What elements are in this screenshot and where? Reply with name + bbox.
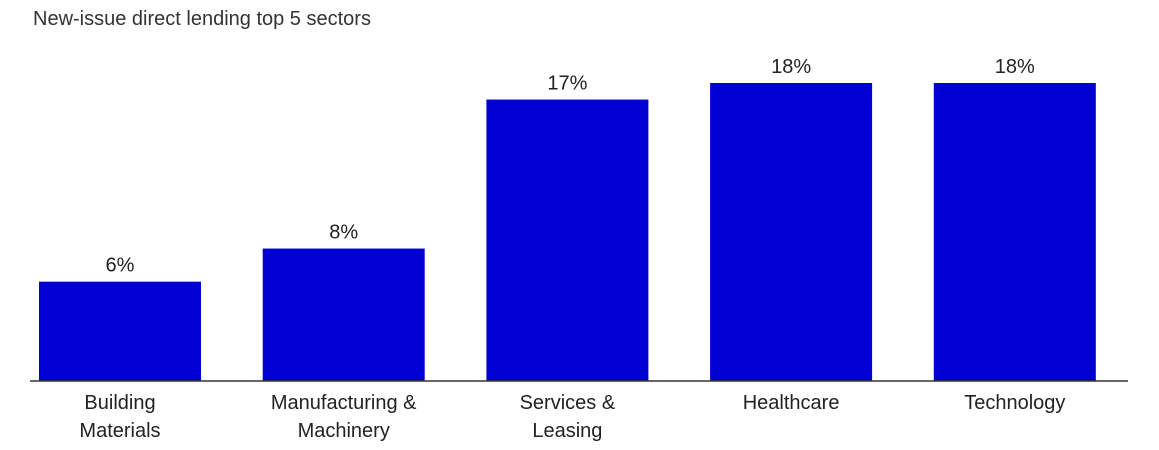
category-label: Machinery xyxy=(298,420,390,442)
category-label: Healthcare xyxy=(743,392,840,414)
category-label: Building xyxy=(84,392,155,414)
category-label: Technology xyxy=(964,392,1065,414)
data-label: 8% xyxy=(329,222,358,244)
bar xyxy=(39,281,201,381)
data-label: 18% xyxy=(995,56,1035,78)
data-label: 18% xyxy=(771,56,811,78)
category-label: Services & xyxy=(520,392,616,414)
bar xyxy=(933,83,1096,381)
bar xyxy=(710,83,873,381)
category-label: Manufacturing & xyxy=(271,392,417,414)
bar xyxy=(262,248,425,381)
data-label: 6% xyxy=(106,255,135,277)
chart-title: New-issue direct lending top 5 sectors xyxy=(33,8,371,30)
category-label: Materials xyxy=(79,420,160,442)
bar xyxy=(486,99,649,382)
data-label: 17% xyxy=(547,73,587,95)
category-label: Leasing xyxy=(532,420,602,442)
